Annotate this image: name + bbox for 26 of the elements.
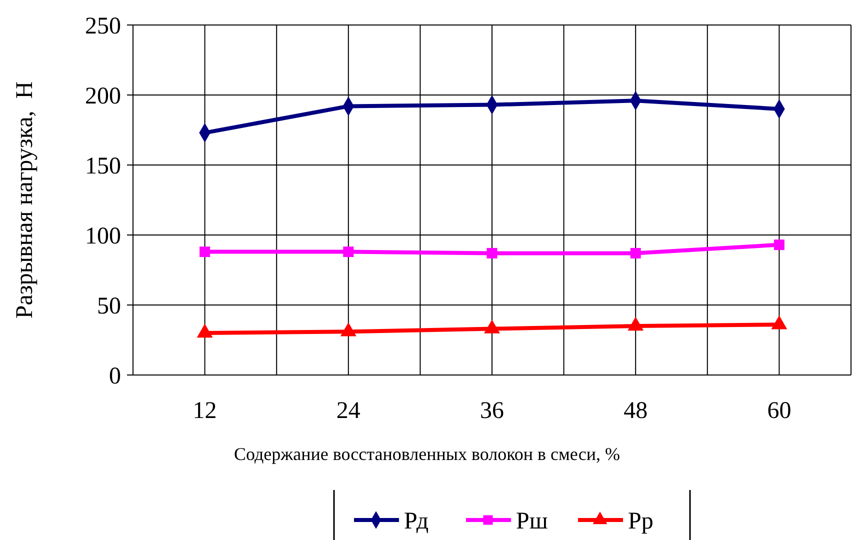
point — [340, 322, 356, 336]
y-tick-label: 0 — [109, 363, 121, 390]
x-tick-label: 12 — [192, 398, 217, 424]
point — [771, 315, 788, 330]
x-tick-label: 60 — [767, 398, 792, 424]
y-tick-label: 50 — [97, 293, 121, 320]
point — [628, 316, 644, 331]
point — [630, 248, 641, 258]
y-tick-label: 150 — [85, 153, 121, 180]
legend-label: Рд — [404, 508, 429, 534]
point — [484, 320, 500, 334]
x-tick-label: 24 — [336, 398, 360, 424]
legend-label: Рш — [516, 508, 548, 534]
y-tick-label: 250 — [85, 13, 121, 40]
point — [774, 240, 784, 250]
y-tick-label: 200 — [85, 83, 121, 110]
y-tick-label: 100 — [85, 223, 121, 250]
x-axis-title: Содержание восстановленных волокон в смеси, % — [234, 444, 620, 464]
point — [196, 324, 213, 338]
point — [486, 248, 498, 258]
x-tick-label: 48 — [624, 398, 648, 424]
point — [200, 246, 210, 258]
x-tick-label: 36 — [480, 398, 504, 424]
point — [343, 246, 354, 258]
y-axis-title: Разрывная нагрузка, Н — [12, 81, 38, 319]
legend-label: Рр — [628, 508, 654, 534]
